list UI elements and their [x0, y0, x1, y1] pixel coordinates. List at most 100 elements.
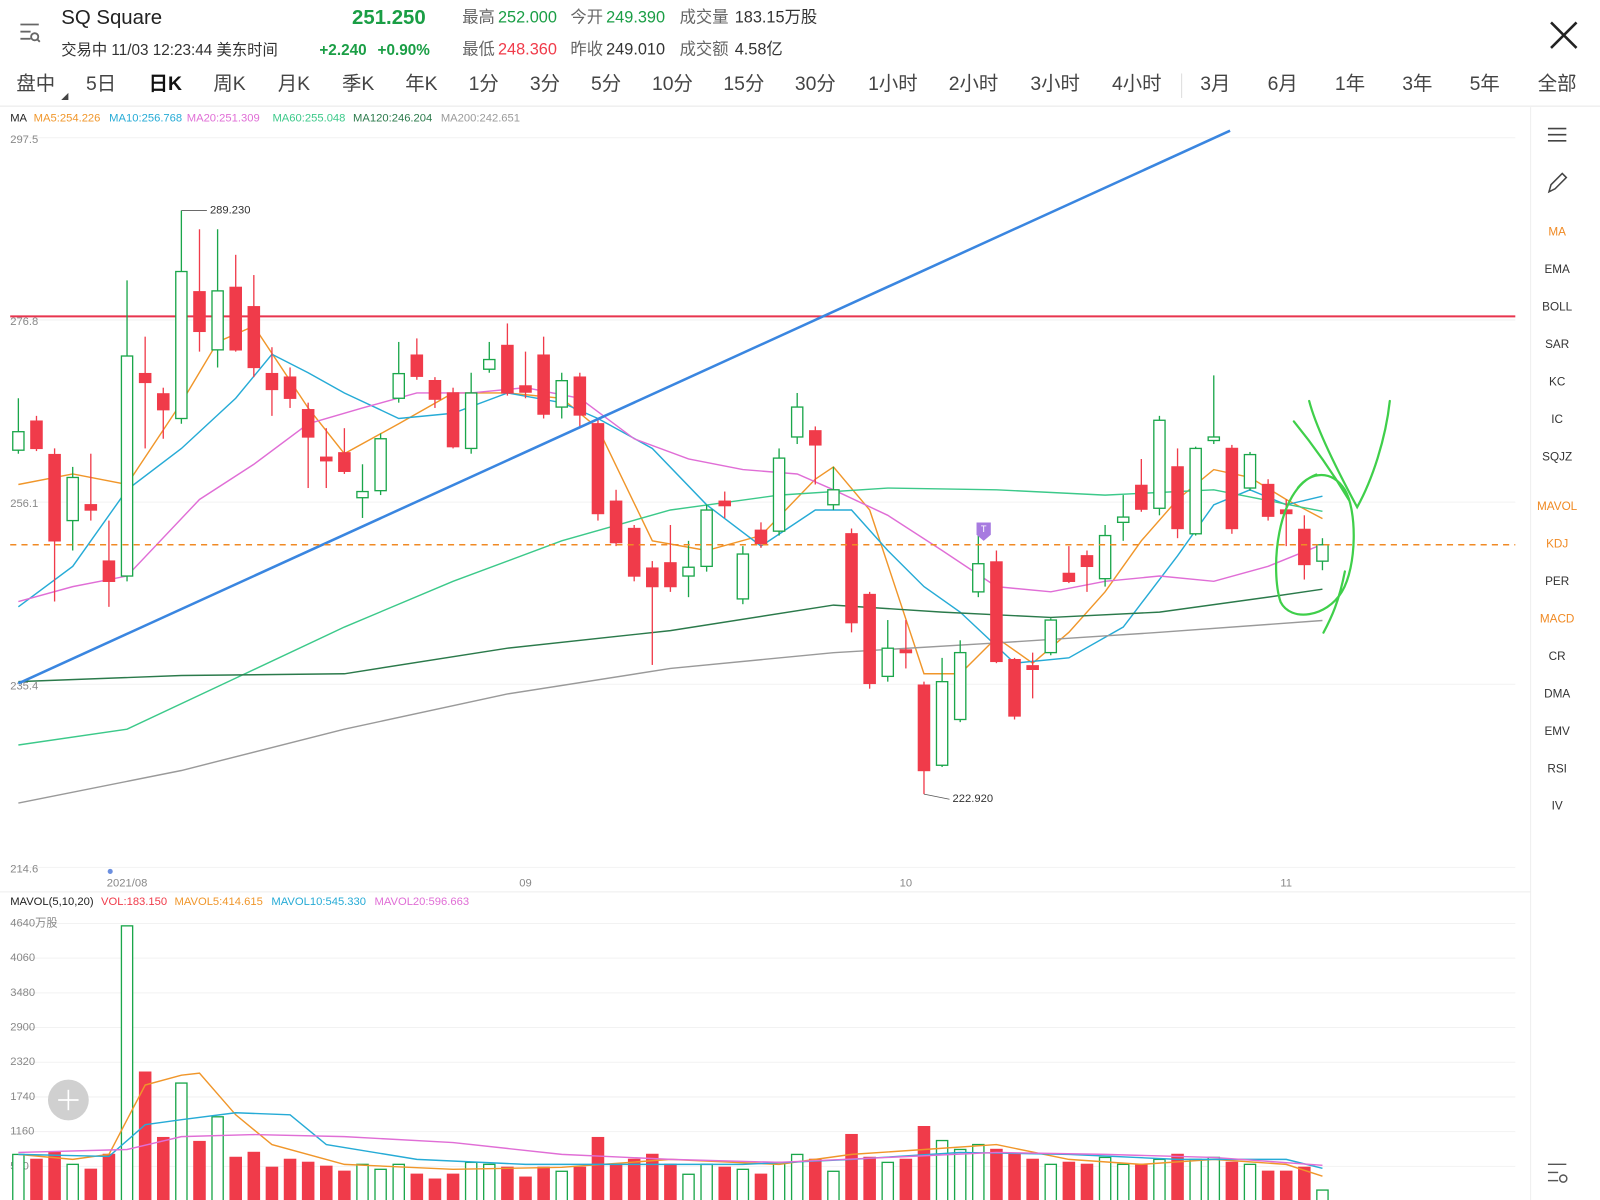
indicator-button[interactable]: CR: [1549, 650, 1566, 663]
indicator-button[interactable]: IV: [1552, 800, 1563, 813]
indicator-button[interactable]: KC: [1549, 376, 1566, 389]
candle-body: [1062, 572, 1076, 582]
period-tab[interactable]: 1分: [469, 73, 499, 95]
volume-bar: [193, 1140, 206, 1200]
period-tab[interactable]: 全部: [1538, 73, 1577, 95]
volume-bar: [410, 1173, 424, 1200]
indicator-button[interactable]: DMA: [1544, 687, 1570, 700]
indicator-button[interactable]: SAR: [1545, 338, 1569, 351]
indicator-button[interactable]: IC: [1551, 413, 1563, 426]
candle-body: [827, 489, 840, 506]
candle-body: [700, 509, 713, 568]
candle-body: [591, 423, 605, 515]
volume-bar: [1080, 1163, 1094, 1200]
indicator-button[interactable]: MA: [1548, 226, 1566, 239]
candle-body: [392, 372, 405, 399]
period-tab[interactable]: 30分: [795, 73, 836, 95]
y-tick-label: 1740: [10, 1091, 35, 1103]
volume-bar: [501, 1166, 514, 1200]
indicator-button[interactable]: BOLL: [1542, 301, 1572, 314]
candle-body: [102, 560, 116, 582]
period-tab[interactable]: 3月: [1200, 73, 1230, 95]
stat-value: 252.000: [498, 9, 557, 27]
period-tab[interactable]: 5年: [1470, 73, 1500, 95]
event-marker[interactable]: T: [976, 522, 991, 541]
x-tick-label: 10: [900, 878, 912, 890]
period-tab[interactable]: 2小时: [949, 73, 999, 95]
legend-entry: MAVOL5:414.615: [174, 896, 262, 908]
indicator-button[interactable]: MAVOL: [1537, 500, 1578, 513]
indicator-button[interactable]: RSI: [1547, 762, 1567, 775]
legend-entry: VOL:183.150: [101, 896, 167, 908]
legend-entry: MAVOL20:596.663: [374, 896, 469, 908]
volume-bar: [990, 1148, 1003, 1200]
annotation-leader: [923, 793, 950, 800]
period-tab[interactable]: 5分: [591, 73, 621, 95]
period-tab[interactable]: 年K: [405, 73, 437, 95]
legend-entry: MA60:255.048: [272, 112, 345, 124]
candle-body: [1243, 453, 1257, 489]
candle-body: [410, 354, 424, 377]
period-tab[interactable]: 盘中: [16, 73, 55, 95]
period-tab[interactable]: 日K: [149, 73, 182, 95]
list-icon[interactable]: [1547, 127, 1567, 142]
candle-body: [301, 409, 315, 438]
period-tab[interactable]: 3小时: [1030, 73, 1080, 95]
candle-body: [1316, 544, 1329, 562]
indicator-button[interactable]: PER: [1545, 575, 1569, 588]
candle-body: [48, 453, 61, 542]
candle-body: [265, 372, 279, 391]
period-tab[interactable]: 季K: [342, 73, 374, 95]
y-tick-label: 2320: [10, 1056, 35, 1068]
stat-value: 249.010: [606, 40, 665, 58]
period-tab[interactable]: 15分: [723, 73, 764, 95]
volume-bar: [1243, 1163, 1257, 1200]
y-tick-label: 276.8: [10, 316, 38, 328]
close-button[interactable]: [1550, 21, 1578, 49]
add-button[interactable]: [47, 1079, 89, 1121]
stat-value: 248.360: [498, 40, 557, 58]
period-tab[interactable]: 月K: [278, 73, 310, 95]
draw-icon[interactable]: [1547, 172, 1568, 194]
y-tick-label: 4060: [10, 952, 35, 964]
candle-body: [682, 566, 695, 577]
period-tab[interactable]: 3分: [530, 73, 560, 95]
candle-body: [156, 393, 170, 411]
indicator-button[interactable]: KDJ: [1546, 538, 1568, 551]
indicator-button[interactable]: MACD: [1540, 612, 1575, 625]
indicator-button[interactable]: EMV: [1544, 725, 1570, 738]
menu-icon[interactable]: [20, 23, 41, 43]
candle-body: [1298, 528, 1311, 566]
candle-body: [30, 420, 43, 450]
settings-icon[interactable]: [1547, 1163, 1568, 1183]
indicator-button[interactable]: EMA: [1544, 263, 1570, 276]
indicator-button[interactable]: SQJZ: [1542, 450, 1572, 463]
period-tab[interactable]: 1年: [1335, 73, 1365, 95]
candle-body: [211, 290, 224, 351]
period-tab[interactable]: 周K: [213, 73, 245, 95]
period-tab[interactable]: 3年: [1402, 73, 1432, 95]
volume-bar: [102, 1153, 116, 1200]
volume-bar: [374, 1168, 387, 1200]
period-tab[interactable]: 1小时: [868, 73, 918, 95]
period-tab[interactable]: 5日: [86, 73, 116, 95]
volume-bar: [935, 1139, 949, 1200]
volume-bar: [1098, 1156, 1112, 1200]
period-tab[interactable]: 4小时: [1112, 73, 1162, 95]
volume-bar: [48, 1151, 61, 1200]
volume-bar: [899, 1158, 913, 1200]
volume-bar: [555, 1170, 569, 1200]
candle-body: [1080, 555, 1094, 568]
period-tab[interactable]: 10分: [652, 73, 693, 95]
trend-line: [17, 129, 1231, 685]
candle-body: [464, 392, 478, 450]
volume-bar: [12, 1153, 25, 1200]
candle-body: [1135, 484, 1148, 510]
candle-body: [1261, 483, 1275, 517]
candle-body: [66, 476, 79, 522]
volume-bar: [483, 1163, 496, 1200]
volume-bar: [1261, 1170, 1275, 1200]
volume-bar: [229, 1156, 242, 1200]
period-tab[interactable]: 6月: [1268, 73, 1298, 95]
